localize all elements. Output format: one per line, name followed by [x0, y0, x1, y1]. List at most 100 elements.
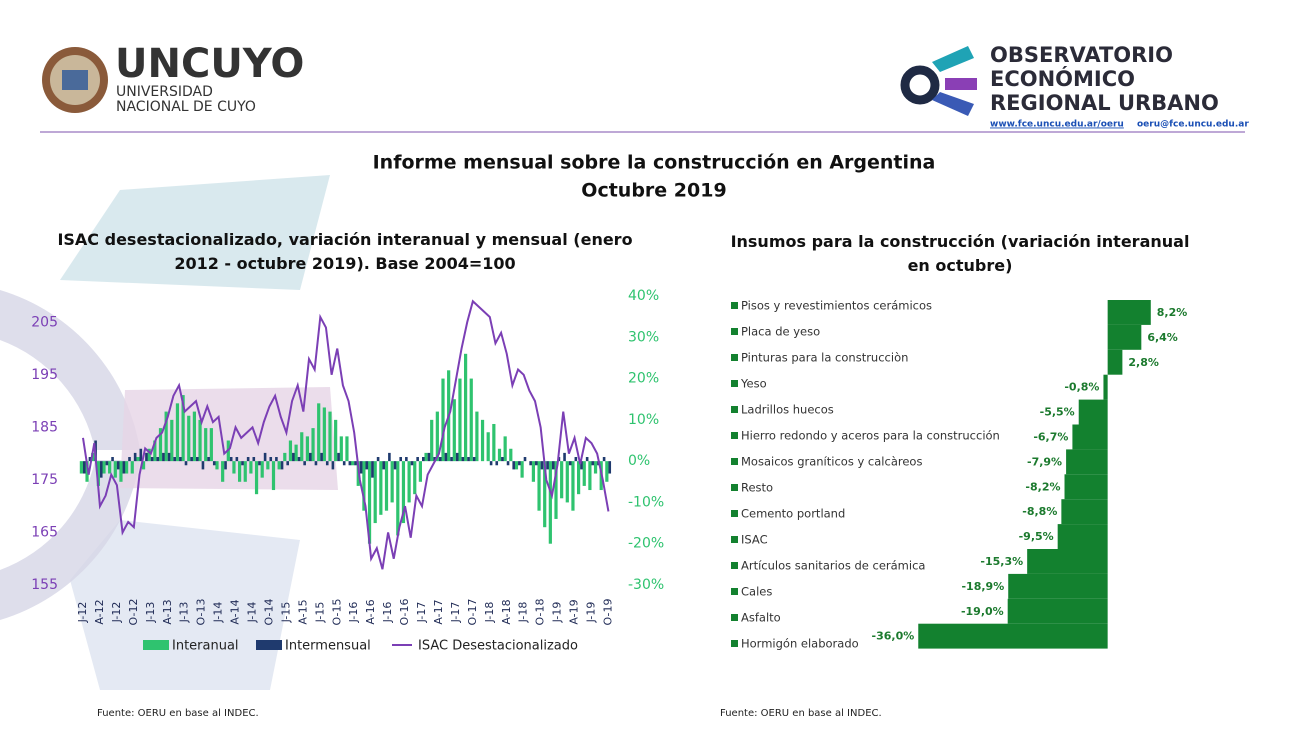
y-tick-label: 205: [31, 314, 58, 330]
bar: [334, 419, 338, 462]
bar: [317, 403, 321, 462]
y-tick-label: 185: [31, 419, 58, 435]
bar: [102, 461, 106, 474]
bar: [145, 452, 148, 462]
bar: [450, 457, 453, 462]
bar: [229, 457, 233, 462]
bar: [337, 452, 340, 462]
bar: [221, 461, 225, 482]
bar: [1061, 499, 1108, 525]
bar: [224, 461, 227, 470]
bar: [204, 428, 208, 462]
bar: [362, 461, 366, 511]
value-label: -6,7%: [1033, 431, 1068, 444]
bar: [280, 461, 284, 470]
bar: [252, 457, 256, 462]
bar: [260, 461, 264, 478]
bar: [393, 461, 397, 470]
y-tick-label: 175: [31, 472, 58, 488]
y2-tick-label: 40%: [628, 288, 659, 304]
value-label: -9,5%: [1019, 530, 1054, 543]
legend-square: [731, 588, 738, 595]
legend-square: [731, 354, 738, 361]
value-label: 6,4%: [1147, 331, 1178, 344]
bar: [190, 457, 193, 462]
bar: [275, 457, 278, 462]
bar: [158, 428, 163, 462]
bar: [591, 461, 595, 466]
bar: [201, 461, 205, 470]
x-tick-label: A-12: [93, 599, 106, 624]
bar: [551, 461, 555, 470]
y-tick-label: Mosaicos graníticos y calcàreos: [741, 455, 922, 469]
legend-swatch: [256, 640, 282, 650]
bar: [288, 440, 293, 462]
bar: [139, 448, 143, 462]
chart-title: Insumos para la construcción (variación …: [730, 232, 1190, 275]
x-tick-label: A-15: [296, 599, 309, 624]
y-tick-label: Hierro redondo y aceros para la construc…: [741, 429, 1000, 443]
bar: [384, 461, 389, 511]
bar: [292, 452, 295, 462]
x-tick-label: A-16: [364, 599, 377, 624]
bar: [1107, 300, 1151, 325]
bar: [212, 461, 216, 466]
bar: [116, 461, 120, 470]
logo-name: UNCUYO: [115, 41, 304, 87]
bar: [531, 461, 535, 482]
value-label: -5,5%: [1040, 406, 1075, 419]
bar: [506, 461, 510, 466]
bar: [254, 461, 259, 495]
bg-shape: [60, 175, 330, 290]
x-tick-label: J-13: [178, 602, 191, 624]
y-tick-label: Cales: [741, 585, 772, 599]
bar: [580, 461, 583, 470]
bar: [243, 461, 247, 482]
bg-shape: [0, 290, 140, 450]
bar: [605, 461, 609, 482]
y2-tick-label: -30%: [628, 577, 664, 593]
bar: [1072, 424, 1108, 450]
bg-shape: [70, 520, 300, 690]
bar: [540, 461, 544, 470]
email[interactable]: oeru@fce.uncu.edu.ar: [1137, 120, 1249, 130]
x-tick-label: O-13: [195, 599, 208, 626]
bar: [348, 461, 352, 466]
bar: [269, 457, 273, 462]
y-tick-label: Yeso: [740, 377, 767, 391]
bar: [535, 461, 538, 466]
logo-text: REGIONAL URBANO: [990, 91, 1219, 115]
bar: [427, 452, 431, 462]
bar: [512, 461, 515, 470]
bar: [514, 461, 519, 470]
bar: [173, 457, 176, 462]
bar: [83, 461, 86, 474]
bar: [85, 461, 89, 482]
logo-mark: [945, 78, 977, 90]
bar: [133, 452, 137, 462]
bar: [153, 440, 157, 462]
bar: [405, 457, 408, 462]
bar: [79, 461, 83, 474]
x-tick-label: J-12: [110, 602, 123, 624]
bar: [1107, 324, 1142, 350]
bar: [215, 461, 219, 470]
bar: [1064, 474, 1108, 500]
bar: [305, 436, 309, 462]
bar: [345, 436, 349, 462]
bar: [418, 461, 422, 482]
link[interactable]: www.fce.uncu.edu.ar/oeru: [990, 120, 1124, 130]
bar: [111, 457, 114, 462]
bar: [99, 461, 103, 478]
x-tick-label: J-15: [279, 602, 292, 624]
chart-title: ISAC desestacionalizado, variación inter…: [57, 230, 633, 273]
bar: [529, 461, 532, 466]
bar: [568, 461, 572, 466]
x-tick-label: O-14: [262, 599, 275, 626]
y-tick-label: Placa de yeso: [741, 325, 820, 339]
y2-tick-label: -10%: [628, 494, 664, 510]
title: Informe mensual sobre la construcción en…: [373, 152, 936, 174]
legend-square: [731, 562, 738, 569]
bar: [320, 452, 323, 462]
